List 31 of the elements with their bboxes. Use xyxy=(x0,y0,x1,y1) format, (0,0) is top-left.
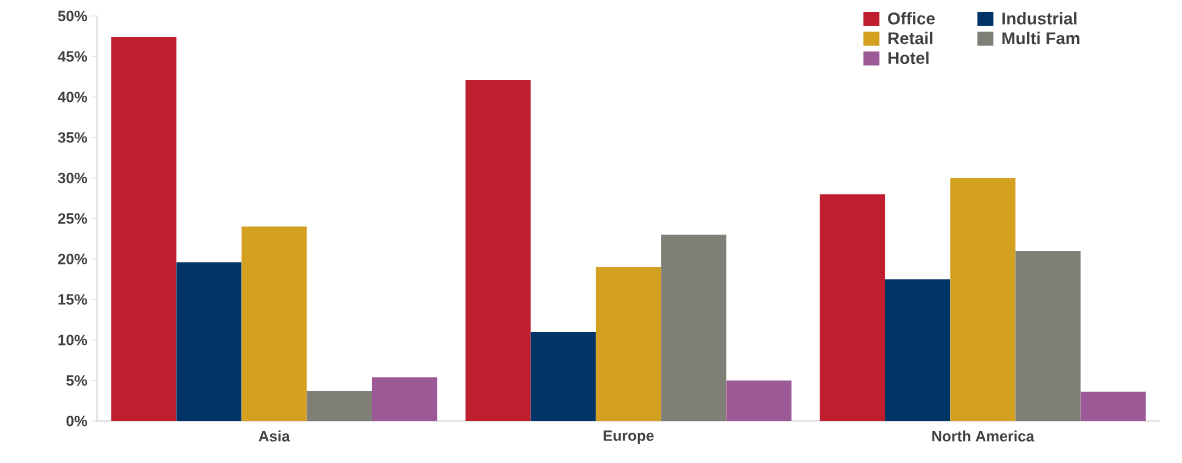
legend-label: Industrial xyxy=(1002,12,1077,25)
y-tick-label: 50% xyxy=(58,10,88,22)
bar xyxy=(726,380,792,421)
y-tick-label: 25% xyxy=(58,213,88,224)
y-tick-label: 5% xyxy=(66,375,88,386)
y-tick-label: 35% xyxy=(57,132,88,143)
bar xyxy=(371,377,438,421)
y-tick-label: 10% xyxy=(58,334,88,346)
bar xyxy=(1080,391,1146,421)
x-tick-label: Europe xyxy=(603,430,654,444)
bar xyxy=(819,194,886,421)
bar xyxy=(530,331,596,421)
y-tick-label: 0% xyxy=(66,415,88,427)
legend-label: Office xyxy=(888,12,935,25)
bar xyxy=(885,279,951,421)
bar xyxy=(595,267,662,421)
y-tick-label: 30% xyxy=(57,172,88,184)
bar xyxy=(465,79,531,421)
y-tick-label: 40% xyxy=(57,91,88,103)
bar xyxy=(950,178,1016,421)
legend-label: Multi Fam xyxy=(1002,31,1080,45)
legend-label: Hotel xyxy=(888,51,929,65)
bar xyxy=(111,37,177,421)
legend-label: Retail xyxy=(888,31,933,45)
y-tick-label: 20% xyxy=(58,253,88,265)
x-tick-label: North America xyxy=(932,430,1035,442)
y-tick-label: 15% xyxy=(58,294,88,305)
y-tick-label: 45% xyxy=(57,51,88,62)
x-tick-label: Asia xyxy=(258,430,291,442)
bar xyxy=(176,262,242,421)
bar xyxy=(241,226,307,421)
